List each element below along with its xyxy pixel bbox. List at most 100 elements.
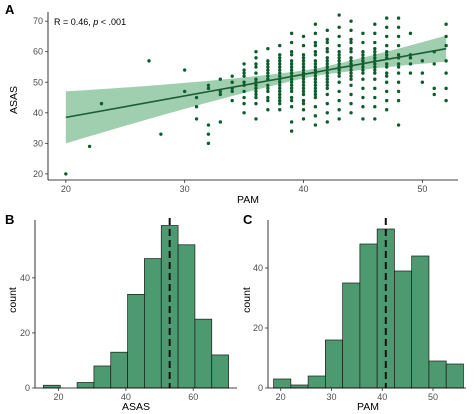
scatter-point	[384, 34, 389, 39]
x-tick-label: 20	[276, 392, 286, 402]
scatter-point	[301, 83, 306, 88]
scatter-point	[396, 62, 401, 66]
scatter-point	[289, 120, 294, 124]
scatter-point	[373, 22, 377, 26]
scatter-point	[313, 40, 318, 45]
histogram-bar	[43, 384, 61, 389]
scatter-point	[218, 77, 223, 81]
scatter-point	[325, 80, 329, 84]
scatter-point	[373, 56, 377, 60]
histogram-asas-panel: 20 40 60 0 20 40 ASAS count	[7, 218, 237, 413]
histogram-bar	[290, 384, 309, 389]
scatter-point	[361, 65, 365, 69]
scatter-point	[373, 50, 377, 54]
scatter-point	[289, 68, 294, 72]
scatter-point	[337, 59, 341, 63]
scatter-point	[313, 74, 318, 78]
histogram-bar	[445, 363, 464, 389]
scatter-point	[278, 56, 282, 60]
scatter-point	[349, 50, 353, 54]
scatter-point	[373, 77, 377, 81]
y-axis-title: count	[241, 287, 253, 313]
scatter-point	[313, 123, 318, 127]
scatter-point	[230, 74, 234, 78]
scatter-point	[325, 74, 329, 78]
scatter-point	[301, 65, 306, 69]
scatter-point	[349, 19, 353, 23]
annotation-p: p	[92, 17, 98, 27]
scatter-point	[278, 71, 282, 75]
scatter-point	[396, 53, 401, 57]
panel-letter-a: A	[5, 2, 15, 17]
scatter-point	[349, 46, 353, 51]
scatter-point	[361, 95, 365, 100]
scatter-point	[254, 92, 258, 97]
histogram-bar	[428, 360, 447, 389]
scatter-point	[396, 65, 401, 69]
scatter-point	[373, 68, 377, 72]
histogram-bars	[273, 228, 464, 389]
scatter-point	[325, 101, 329, 106]
axes	[45, 12, 458, 183]
scatter-point	[206, 132, 211, 136]
scatter-point	[313, 77, 318, 81]
scatter-point	[266, 68, 270, 72]
scatter-point	[325, 50, 329, 54]
scatter-point	[266, 46, 270, 51]
x-tick-label: 20	[54, 392, 64, 402]
scatter-point	[408, 31, 413, 36]
scatter-point	[278, 65, 282, 69]
y-tick-label: 40	[33, 108, 43, 118]
scatter-point	[349, 59, 353, 63]
histogram-bar	[273, 378, 292, 389]
scatter-point	[396, 43, 401, 48]
scatter-point	[325, 37, 329, 42]
scatter-point	[361, 53, 365, 57]
scatter-point	[384, 80, 389, 84]
scatter-point	[325, 86, 329, 91]
scatter-point	[301, 59, 306, 63]
scatter-point	[64, 172, 68, 176]
scatter-point	[444, 86, 448, 91]
tick-labels: 20 40 60 0 20 40	[20, 273, 198, 402]
y-tick-label: 50	[33, 77, 43, 87]
scatter-point	[444, 98, 448, 103]
scatter-point	[384, 71, 389, 75]
scatter-point	[349, 37, 353, 42]
scatter-point	[396, 34, 401, 39]
scatter-point	[361, 117, 365, 121]
scatter-point	[384, 89, 389, 94]
scatter-point	[99, 101, 104, 106]
x-tick-label: 40	[298, 184, 308, 194]
scatter-point	[242, 68, 246, 72]
scatter-point	[242, 71, 246, 75]
scatter-point	[408, 56, 413, 60]
histogram-bar	[342, 282, 361, 389]
scatter-point	[301, 86, 306, 91]
scatter-point	[254, 65, 258, 69]
scatter-point	[313, 68, 318, 72]
scatter-point	[337, 53, 341, 57]
scatter-point	[301, 68, 306, 72]
scatter-point	[301, 101, 306, 106]
scatter-point	[301, 77, 306, 81]
scatter-point	[432, 62, 436, 66]
scatter-point	[313, 89, 318, 94]
scatter-point	[384, 74, 389, 78]
x-tick-label: 40	[121, 392, 131, 402]
histogram-bar	[394, 270, 413, 389]
scatter-point	[289, 80, 294, 84]
scatter-point	[313, 86, 318, 91]
scatter-point	[325, 120, 329, 124]
scatter-point	[289, 50, 294, 54]
scatter-point	[266, 71, 270, 75]
scatter-point	[337, 43, 341, 48]
scatter-point	[206, 83, 211, 88]
histogram-bar	[177, 244, 196, 389]
scatter-point	[254, 83, 258, 88]
scatter-point	[266, 95, 270, 100]
scatter-point	[337, 108, 341, 112]
scatter-point	[420, 80, 425, 84]
histogram-bar	[211, 354, 229, 389]
